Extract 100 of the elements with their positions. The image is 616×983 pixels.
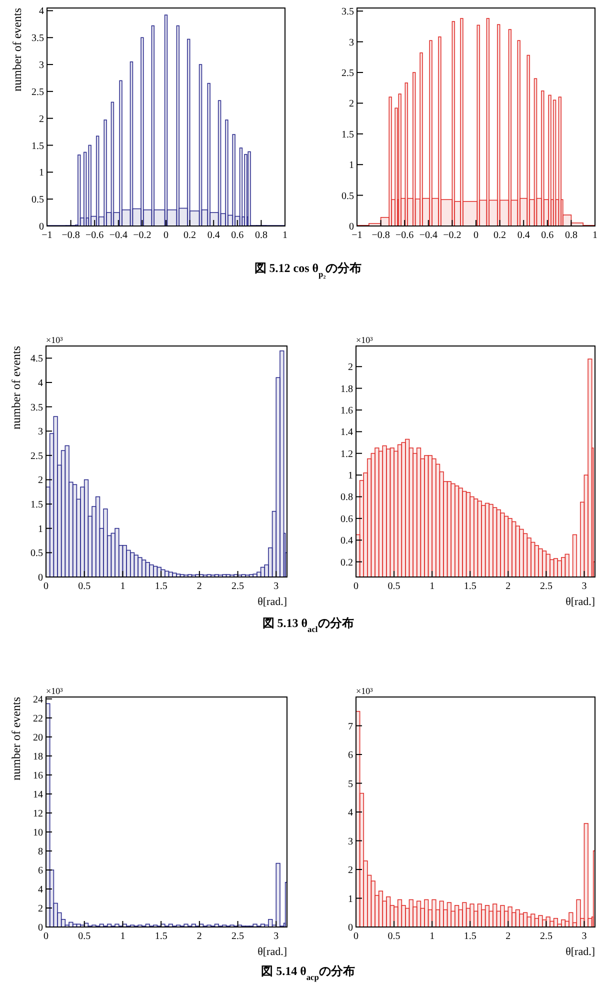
x-tick-label: −0.2 <box>443 230 462 241</box>
x-tick-label: 0 <box>164 230 168 241</box>
x-tick-label: 0.8 <box>564 230 578 241</box>
y-tick-label: 1.2 <box>340 448 353 460</box>
x-tick-label: 0.6 <box>231 230 244 241</box>
y-tick-label: 20 <box>33 732 43 744</box>
x-tick-label: 1.5 <box>464 581 476 592</box>
x-tick-label: 2.5 <box>540 931 552 942</box>
y-tick-label: 8 <box>38 846 43 858</box>
y-tick-label: 6 <box>348 750 353 761</box>
x-tick-label: 0.2 <box>184 230 196 241</box>
x-tick-label: 2.5 <box>232 581 244 592</box>
x-tick-label: −1 <box>352 230 362 241</box>
y-tick-label: 0 <box>38 572 43 584</box>
y-tick-label: 1.4 <box>340 427 353 438</box>
x-tick-label: 0.5 <box>388 581 400 592</box>
x-tick-label: 2 <box>196 581 202 592</box>
x-tick-label: 0.2 <box>494 230 506 241</box>
x-tick-label: −0.8 <box>62 230 80 241</box>
x-tick-label: 2 <box>506 581 511 592</box>
y-tick-label: 24 <box>33 694 43 706</box>
x-tick-label: −1 <box>42 230 52 241</box>
y-tick-label: 3 <box>38 426 43 438</box>
x-tick-label: −0.4 <box>109 230 128 241</box>
y-tick-label: 1 <box>38 524 43 535</box>
text: ×10³ <box>46 335 64 345</box>
y-tick-label: 2 <box>39 114 44 125</box>
y-tick-label: 0 <box>38 922 43 934</box>
y-tick-label: 1 <box>348 470 353 482</box>
x-tick-label: 0.6 <box>541 230 554 241</box>
y-tick-label: 4 <box>39 6 44 18</box>
y-tick-label: 16 <box>33 770 43 782</box>
y-tick-label: 3 <box>349 37 354 48</box>
text: 図 5.12 cos θ$_{p₂}$の分布 <box>254 261 362 278</box>
y-axis-title: number of events <box>9 346 23 430</box>
x-tick-label: 1 <box>430 581 435 592</box>
x-tick-label: 2 <box>196 931 202 942</box>
text: ×10³ <box>46 686 64 696</box>
y-tick-label: 4 <box>38 884 43 896</box>
x-tick-label: −0.8 <box>372 230 390 241</box>
y-tick-label: 1.5 <box>342 129 354 140</box>
y-tick-label: 2.5 <box>32 86 44 98</box>
x-tick-label: 3 <box>274 581 279 592</box>
x-tick-label: 3 <box>582 581 587 592</box>
text: ×10³ <box>356 335 374 345</box>
x-axis-title: θ[rad.] <box>566 596 595 608</box>
y-tick-label: 4.5 <box>30 354 43 365</box>
x-tick-label: 1 <box>430 931 435 942</box>
x-tick-label: 1 <box>120 931 126 942</box>
y-tick-label: 0 <box>39 222 44 232</box>
y-tick-label: 2 <box>348 865 353 876</box>
x-axis-title: θ[rad.] <box>258 946 287 958</box>
y-tick-label: 1.5 <box>30 500 43 511</box>
x-tick-label: 0.8 <box>254 230 268 241</box>
y-tick-label: 2 <box>349 98 354 110</box>
x-tick-label: −0.2 <box>133 230 152 241</box>
text: ×10³ <box>356 686 374 696</box>
y-tick-label: 0.4 <box>340 536 353 547</box>
x-tick-label: 1.5 <box>464 931 476 942</box>
y-tick-label: 4 <box>348 808 353 818</box>
y-tick-label: 0.6 <box>340 514 353 525</box>
x-tick-label: 1 <box>592 230 598 241</box>
y-tick-label: 3 <box>39 60 44 72</box>
x-tick-label: 1.5 <box>154 931 168 942</box>
x-tick-label: 3 <box>274 931 279 942</box>
x-tick-label: 0 <box>474 230 478 241</box>
x-tick-label: 0.4 <box>517 230 530 241</box>
y-tick-label: 14 <box>33 789 43 800</box>
y-tick-label: 1 <box>39 168 44 179</box>
y-tick-label: 0 <box>349 222 354 232</box>
y-tick-label: 12 <box>33 808 43 820</box>
y-tick-label: 0.8 <box>340 492 353 504</box>
x-tick-label: 0.4 <box>207 230 220 241</box>
y-tick-label: 0.5 <box>342 190 354 202</box>
x-tick-label: 2.5 <box>232 931 244 942</box>
y-tick-label: 7 <box>348 721 353 732</box>
text: 図 5.13 θ$_{acl}$の分布 <box>262 616 354 634</box>
y-tick-label: 3 <box>348 836 353 848</box>
x-tick-label: 3 <box>582 931 587 942</box>
y-tick-label: 1 <box>349 160 354 172</box>
y-tick-label: 0 <box>348 922 353 934</box>
x-tick-label: 1.5 <box>154 581 168 592</box>
x-tick-label: 1 <box>120 581 126 592</box>
y-tick-label: 2.5 <box>30 450 43 462</box>
y-tick-label: 1.6 <box>340 405 353 416</box>
y-tick-label: 3.5 <box>342 6 354 18</box>
y-tick-label: 1.5 <box>32 140 44 152</box>
y-tick-label: 1.8 <box>340 384 353 395</box>
y-tick-label: 22 <box>33 713 43 724</box>
y-axis-title: number of events <box>9 696 23 780</box>
y-tick-label: 18 <box>33 751 43 762</box>
x-tick-label: −0.4 <box>419 230 438 241</box>
y-tick-label: 3.5 <box>30 402 43 414</box>
y-tick-label: 0.5 <box>32 194 44 206</box>
x-tick-label: 2.5 <box>540 581 552 592</box>
y-tick-label: 2.5 <box>342 68 354 79</box>
x-axis-title: θ[rad.] <box>258 596 287 608</box>
x-tick-label: 0.5 <box>78 581 91 592</box>
x-tick-label: 1 <box>282 230 288 241</box>
x-tick-label: 0.5 <box>78 931 91 942</box>
